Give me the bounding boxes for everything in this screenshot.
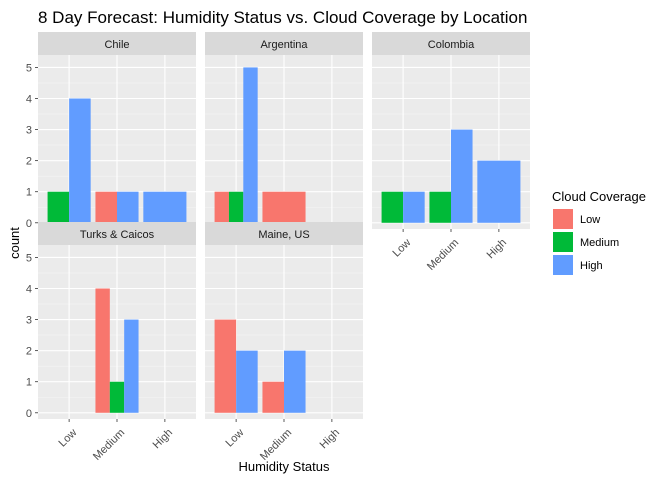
legend-label: Low bbox=[580, 214, 600, 226]
bar bbox=[262, 191, 306, 223]
legend-swatch bbox=[553, 209, 573, 229]
facet-strip bbox=[205, 222, 363, 245]
x-tick-label: Medium bbox=[425, 237, 461, 273]
facet-label: Turks & Caicos bbox=[80, 229, 155, 241]
legend-label: Medium bbox=[580, 237, 619, 249]
bar bbox=[403, 191, 425, 223]
y-tick-label: 0 bbox=[26, 218, 32, 230]
facet-label: Maine, US bbox=[258, 229, 309, 241]
x-tick-label: Medium bbox=[258, 427, 294, 463]
bar bbox=[109, 381, 125, 413]
y-tick-label: 2 bbox=[26, 156, 32, 168]
legend-title: Cloud Coverage bbox=[552, 189, 646, 204]
bar bbox=[451, 129, 473, 223]
y-tick-label: 4 bbox=[26, 94, 32, 106]
y-tick-label: 3 bbox=[26, 315, 32, 327]
x-tick-label: Low bbox=[224, 427, 247, 450]
y-tick-label: 1 bbox=[26, 187, 32, 199]
y-tick-label: 5 bbox=[26, 62, 32, 74]
y-tick-label: 2 bbox=[26, 346, 32, 358]
bar bbox=[477, 160, 521, 223]
x-tick-label: High bbox=[485, 237, 509, 261]
facet-panel: Turks & Caicos 0 1 2 3 4 5 Low Medium High bbox=[26, 222, 196, 463]
bar bbox=[262, 381, 284, 413]
bar bbox=[214, 319, 237, 413]
facet-strip bbox=[38, 222, 196, 245]
facet-panel: Maine, US Low Medium High bbox=[205, 222, 363, 463]
legend-swatch bbox=[553, 232, 573, 252]
x-tick-label: Low bbox=[391, 237, 414, 260]
y-tick-label: 0 bbox=[26, 408, 32, 420]
bar bbox=[95, 191, 117, 223]
facet-panel: Chile012345LowMediumHigh bbox=[26, 32, 196, 273]
bar bbox=[429, 191, 451, 223]
chart-title: 8 Day Forecast: Humidity Status vs. Clou… bbox=[38, 8, 527, 27]
y-tick-label: 1 bbox=[26, 377, 32, 389]
bar bbox=[228, 191, 244, 223]
bar bbox=[95, 288, 110, 413]
facet-label: Argentina bbox=[260, 39, 308, 51]
bar bbox=[117, 191, 139, 223]
bar bbox=[236, 350, 258, 413]
x-tick-label: Medium bbox=[91, 427, 127, 463]
bar bbox=[69, 98, 91, 223]
facet-panels: Chile 0 1 2 3 4 5 Low Medium High Argentina Low Medi… bbox=[26, 32, 530, 463]
bar bbox=[381, 191, 404, 223]
legend: Cloud Coverage Low Medium High bbox=[552, 189, 646, 275]
bar bbox=[124, 319, 139, 413]
bar bbox=[47, 191, 70, 223]
legend-swatch bbox=[553, 255, 573, 275]
x-axis-title: Humidity Status bbox=[238, 459, 330, 474]
x-tick-label: Low bbox=[57, 427, 80, 450]
x-tick-label: High bbox=[151, 427, 175, 451]
facet-strip bbox=[205, 32, 363, 55]
facet-panel: Colombia Low Medium High bbox=[372, 32, 530, 273]
facet-label: Colombia bbox=[428, 39, 475, 51]
bar bbox=[284, 350, 306, 413]
y-axis-title: count bbox=[7, 227, 22, 259]
y-tick-label: 4 bbox=[26, 284, 32, 296]
facet-strip bbox=[38, 32, 196, 55]
facet-strip bbox=[372, 32, 530, 55]
bar bbox=[243, 67, 258, 223]
legend-label: High bbox=[580, 260, 603, 272]
y-tick-label: 3 bbox=[26, 125, 32, 137]
x-tick-label: High bbox=[318, 427, 342, 451]
y-tick-label: 5 bbox=[26, 252, 32, 264]
bar bbox=[214, 191, 229, 223]
facet-label: Chile bbox=[104, 39, 129, 51]
bar bbox=[143, 191, 187, 223]
